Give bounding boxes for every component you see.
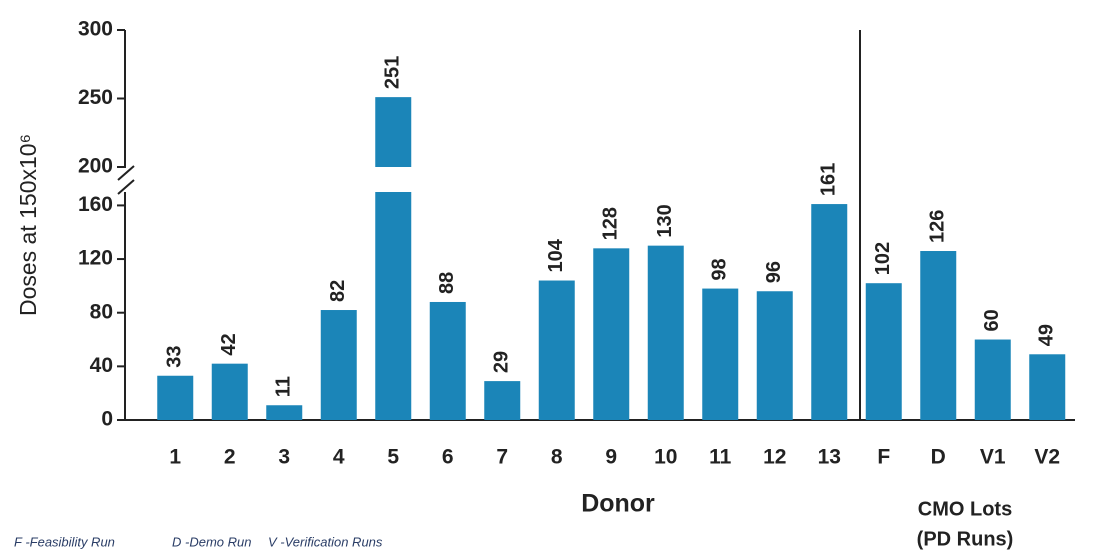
group-label: CMO Lots bbox=[918, 498, 1012, 520]
value-label: 102 bbox=[872, 242, 894, 275]
value-label: 60 bbox=[981, 309, 1003, 331]
value-label: 161 bbox=[818, 163, 840, 196]
note: F -Feasibility Run bbox=[14, 534, 115, 549]
bar bbox=[756, 291, 793, 420]
value-label: 251 bbox=[382, 56, 404, 89]
value-label: 128 bbox=[600, 207, 622, 240]
x-tick-label: V2 bbox=[1034, 446, 1060, 469]
value-label: 33 bbox=[164, 345, 186, 367]
bar bbox=[429, 301, 466, 420]
bar bbox=[811, 204, 848, 420]
x-tick-label: F bbox=[877, 446, 890, 469]
x-tick-label: 12 bbox=[763, 446, 786, 469]
x-tick-label: 4 bbox=[333, 446, 345, 469]
bar bbox=[538, 280, 575, 420]
bar bbox=[375, 192, 412, 420]
y-tick-label: 40 bbox=[90, 354, 113, 377]
bar bbox=[484, 381, 521, 420]
bar bbox=[974, 339, 1011, 420]
y-tick-label: 0 bbox=[101, 408, 113, 431]
bar bbox=[375, 97, 412, 167]
y-tick-label: 160 bbox=[78, 193, 113, 216]
axis-break bbox=[117, 179, 135, 195]
x-tick-label: 11 bbox=[709, 446, 732, 469]
note: V -Verification Runs bbox=[268, 534, 383, 549]
x-tick-label: 6 bbox=[442, 446, 454, 469]
y-tick-label: 200 bbox=[78, 155, 113, 178]
value-label: 126 bbox=[927, 210, 949, 243]
value-label: 104 bbox=[545, 238, 567, 272]
bar bbox=[865, 283, 902, 420]
y-tick-label: 120 bbox=[78, 247, 113, 270]
x-tick-label: 3 bbox=[278, 446, 290, 469]
x-tick-label: 2 bbox=[224, 446, 236, 469]
value-label: 49 bbox=[1036, 324, 1058, 346]
value-label: 82 bbox=[327, 280, 349, 302]
bar bbox=[702, 288, 739, 420]
bar bbox=[920, 251, 957, 420]
axis-break bbox=[117, 165, 135, 181]
value-label: 88 bbox=[436, 272, 458, 294]
value-label: 98 bbox=[709, 258, 731, 280]
bar bbox=[320, 310, 357, 420]
x-tick-label: 9 bbox=[605, 446, 617, 469]
bar bbox=[211, 363, 248, 420]
x-tick-label: V1 bbox=[980, 446, 1006, 469]
bar bbox=[157, 375, 194, 420]
bar bbox=[593, 248, 630, 420]
value-label: 42 bbox=[218, 333, 240, 355]
x-tick-label: 7 bbox=[496, 446, 508, 469]
x-tick-label: 8 bbox=[551, 446, 563, 469]
bar bbox=[1029, 354, 1066, 420]
y-tick-label: 80 bbox=[90, 300, 113, 323]
y-tick-label: 300 bbox=[78, 18, 113, 41]
value-label: 130 bbox=[654, 204, 676, 237]
x-tick-label: 10 bbox=[654, 446, 677, 469]
value-label: 96 bbox=[763, 261, 785, 283]
note: D -Demo Run bbox=[172, 534, 251, 549]
value-label: 11 bbox=[273, 376, 295, 397]
bar bbox=[647, 245, 684, 420]
y-axis-label: Doses at 150x10⁶ bbox=[15, 134, 41, 316]
value-label: 29 bbox=[491, 351, 513, 373]
bar bbox=[266, 405, 303, 420]
x-tick-label: 13 bbox=[818, 446, 841, 469]
x-axis-label: Donor bbox=[581, 490, 655, 518]
x-tick-label: 5 bbox=[387, 446, 399, 469]
y-tick-label: 250 bbox=[78, 86, 113, 109]
x-tick-label: 1 bbox=[169, 446, 181, 469]
x-tick-label: D bbox=[931, 446, 946, 469]
group-label: (PD Runs) bbox=[917, 528, 1014, 550]
